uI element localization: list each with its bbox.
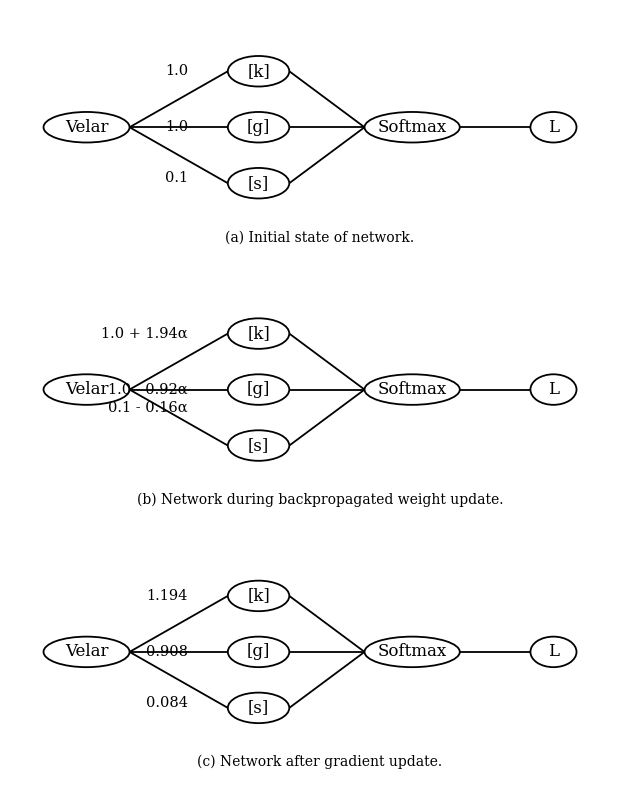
Text: Velar: Velar — [65, 644, 108, 660]
Text: 1.0 - 0.92α: 1.0 - 0.92α — [108, 382, 188, 397]
Ellipse shape — [228, 112, 289, 142]
Ellipse shape — [44, 375, 129, 405]
Ellipse shape — [531, 112, 577, 142]
Text: (c) Network after gradient update.: (c) Network after gradient update. — [197, 755, 443, 769]
Ellipse shape — [44, 112, 129, 142]
Ellipse shape — [228, 693, 289, 723]
Text: [g]: [g] — [247, 119, 270, 135]
Ellipse shape — [44, 637, 129, 667]
Text: L: L — [548, 381, 559, 398]
Text: [s]: [s] — [248, 437, 269, 454]
Text: 0.908: 0.908 — [146, 645, 188, 659]
Ellipse shape — [228, 318, 289, 349]
Text: [s]: [s] — [248, 700, 269, 716]
Ellipse shape — [228, 375, 289, 405]
Ellipse shape — [365, 375, 460, 405]
Text: 0.084: 0.084 — [146, 696, 188, 710]
Text: L: L — [548, 644, 559, 660]
Ellipse shape — [228, 56, 289, 87]
Text: 1.0 + 1.94α: 1.0 + 1.94α — [101, 327, 188, 341]
Ellipse shape — [228, 637, 289, 667]
Text: 1.0: 1.0 — [164, 65, 188, 78]
Ellipse shape — [228, 430, 289, 461]
Text: [k]: [k] — [247, 325, 270, 342]
Text: Softmax: Softmax — [378, 381, 447, 398]
Text: 1.194: 1.194 — [147, 589, 188, 603]
Ellipse shape — [365, 637, 460, 667]
Ellipse shape — [228, 168, 289, 198]
Text: Velar: Velar — [65, 381, 108, 398]
Text: (b) Network during backpropagated weight update.: (b) Network during backpropagated weight… — [137, 492, 503, 507]
Text: 0.1: 0.1 — [164, 171, 188, 185]
Text: 1.0: 1.0 — [164, 120, 188, 135]
Text: Velar: Velar — [65, 119, 108, 135]
Text: (a) Initial state of network.: (a) Initial state of network. — [225, 231, 415, 244]
Text: [k]: [k] — [247, 63, 270, 79]
Ellipse shape — [531, 375, 577, 405]
Text: [g]: [g] — [247, 644, 270, 660]
Text: [g]: [g] — [247, 381, 270, 398]
Ellipse shape — [365, 112, 460, 142]
Text: Softmax: Softmax — [378, 119, 447, 135]
Ellipse shape — [228, 581, 289, 611]
Ellipse shape — [531, 637, 577, 667]
Text: L: L — [548, 119, 559, 135]
Text: Softmax: Softmax — [378, 644, 447, 660]
Text: [k]: [k] — [247, 587, 270, 604]
Text: [s]: [s] — [248, 175, 269, 192]
Text: 0.1 - 0.16α: 0.1 - 0.16α — [108, 401, 188, 415]
